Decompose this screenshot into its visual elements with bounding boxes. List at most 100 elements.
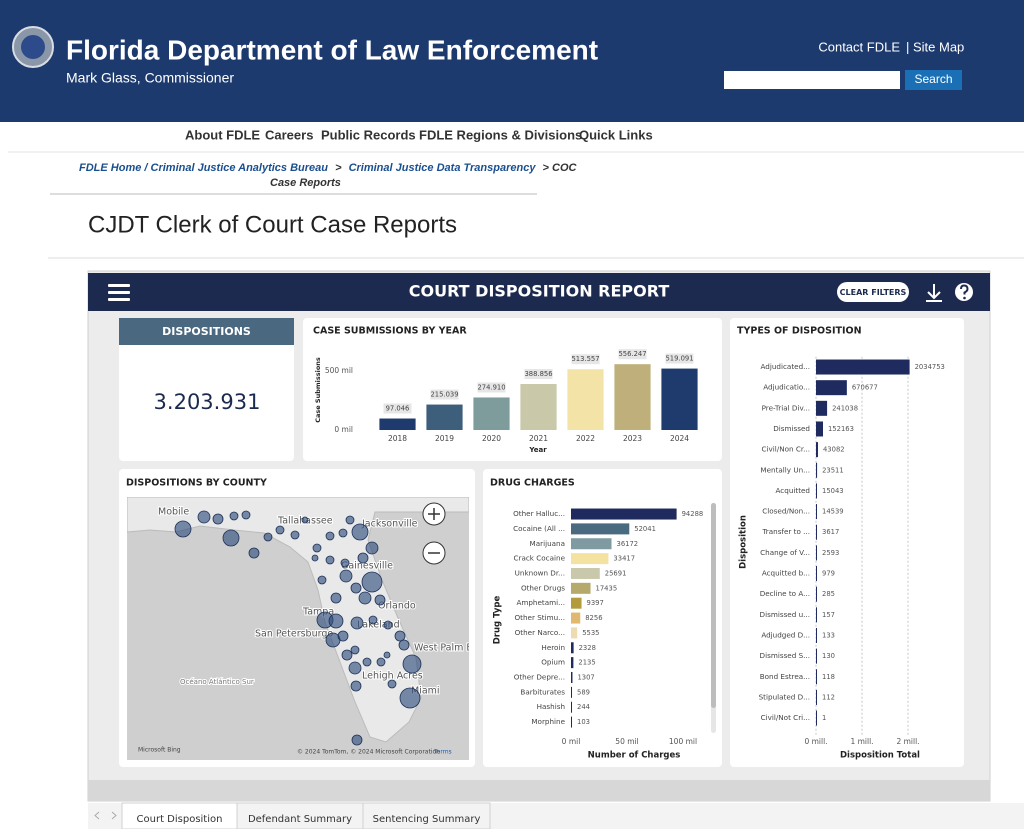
map-bubble[interactable]: [357, 552, 369, 564]
map-bubble[interactable]: [350, 645, 360, 655]
bar[interactable]: [426, 404, 463, 430]
zoom-in[interactable]: [422, 502, 446, 526]
map-bubble[interactable]: [398, 639, 410, 651]
map-bubble[interactable]: [383, 620, 393, 630]
breadcrumb-link[interactable]: Criminal Justice Data Transparency: [349, 162, 537, 174]
bar[interactable]: [571, 642, 574, 654]
bar[interactable]: [571, 597, 582, 609]
tab-scroll-arrows[interactable]: [94, 811, 117, 820]
map-bubble[interactable]: [317, 575, 327, 585]
tab[interactable]: [362, 802, 491, 829]
bar[interactable]: [571, 627, 578, 639]
bar[interactable]: [520, 383, 557, 430]
map-bubble[interactable]: [275, 525, 285, 535]
bar[interactable]: [816, 524, 817, 540]
map-bubble[interactable]: [374, 594, 386, 606]
bar[interactable]: [816, 607, 817, 623]
bar[interactable]: [571, 716, 572, 728]
bar[interactable]: [816, 627, 817, 643]
search-button[interactable]: [905, 70, 962, 90]
map-bubble[interactable]: [361, 571, 383, 593]
bar[interactable]: [379, 418, 416, 430]
bar[interactable]: [473, 397, 510, 430]
map-bubble[interactable]: [350, 616, 364, 630]
bar[interactable]: [816, 380, 847, 396]
header-link[interactable]: Contact FDLE: [818, 39, 900, 54]
bar[interactable]: [816, 442, 818, 458]
tab-label[interactable]: Defendant Summary: [248, 814, 352, 825]
map-bubble[interactable]: [350, 680, 362, 692]
map-bubble[interactable]: [174, 520, 192, 538]
map-bubble[interactable]: [290, 530, 300, 540]
bar[interactable]: [571, 701, 572, 713]
bar[interactable]: [816, 586, 817, 602]
nav-link[interactable]: Careers: [265, 127, 313, 142]
bar[interactable]: [816, 689, 817, 705]
map-bubble[interactable]: [351, 734, 363, 746]
bar[interactable]: [571, 538, 612, 550]
clear-filters-label[interactable]: CLEAR FILTERS: [840, 288, 907, 297]
map-bubble[interactable]: [368, 615, 378, 625]
bar[interactable]: [571, 671, 573, 683]
bar[interactable]: [816, 566, 817, 582]
map-bubble[interactable]: [399, 687, 421, 709]
bar[interactable]: [571, 686, 572, 698]
map-bubble[interactable]: [212, 513, 224, 525]
bar[interactable]: [816, 504, 817, 520]
map-bubble[interactable]: [330, 592, 342, 604]
map-terms[interactable]: Terms: [433, 749, 452, 756]
map-bubble[interactable]: [345, 515, 355, 525]
map-bubble[interactable]: [338, 528, 348, 538]
bar[interactable]: [661, 368, 698, 430]
map-bubble[interactable]: [341, 649, 353, 661]
map-bubble[interactable]: [328, 613, 344, 629]
map-bubble[interactable]: [325, 531, 335, 541]
map-bubble[interactable]: [350, 582, 362, 594]
tab[interactable]: [121, 802, 238, 829]
tab-label[interactable]: Sentencing Summary: [373, 814, 481, 825]
search-input[interactable]: [724, 71, 900, 89]
bar[interactable]: [571, 657, 574, 669]
map-bubble[interactable]: [394, 630, 406, 642]
bar[interactable]: [816, 710, 817, 726]
map-bubble[interactable]: [340, 558, 350, 568]
bar[interactable]: [816, 462, 818, 478]
map-bubble[interactable]: [312, 543, 322, 553]
bar[interactable]: [816, 359, 910, 375]
zoom-out[interactable]: [422, 541, 446, 565]
map-bubble[interactable]: [365, 541, 379, 555]
map-bubble[interactable]: [387, 679, 397, 689]
bar[interactable]: [816, 400, 828, 416]
bar[interactable]: [571, 553, 609, 565]
nav-link[interactable]: Quick Links: [579, 127, 653, 142]
menu-icon[interactable]: [108, 284, 130, 301]
map-bubble[interactable]: [383, 651, 391, 659]
bar[interactable]: [567, 369, 604, 430]
map-bubble[interactable]: [222, 529, 240, 547]
bar[interactable]: [816, 669, 817, 685]
bar[interactable]: [571, 567, 600, 579]
map-bubble[interactable]: [248, 547, 260, 559]
bar[interactable]: [816, 421, 823, 437]
bar[interactable]: [816, 648, 817, 664]
bar[interactable]: [816, 483, 817, 499]
breadcrumb-link[interactable]: FDLE Home / Criminal Justice Analytics B…: [79, 162, 328, 174]
bar[interactable]: [571, 582, 591, 594]
map-bubble[interactable]: [311, 554, 319, 562]
map-bubble[interactable]: [337, 630, 349, 642]
bar[interactable]: [571, 508, 677, 520]
map-bubble[interactable]: [362, 657, 372, 667]
bar[interactable]: [571, 523, 630, 535]
header-link[interactable]: | Site Map: [906, 39, 964, 54]
nav-link[interactable]: About FDLE: [185, 127, 260, 142]
map-bubble[interactable]: [325, 555, 335, 565]
scroll-thumb[interactable]: [711, 503, 716, 708]
bar[interactable]: [571, 612, 581, 624]
site-title[interactable]: Florida Department of Law Enforcement: [66, 34, 598, 65]
bar[interactable]: [614, 364, 651, 430]
map-bubble[interactable]: [351, 523, 369, 541]
nav-link[interactable]: FDLE Regions & Divisions: [419, 127, 582, 142]
nav-link[interactable]: Public Records: [321, 127, 416, 142]
map-bubble[interactable]: [339, 569, 353, 583]
map-bubble[interactable]: [301, 516, 309, 524]
